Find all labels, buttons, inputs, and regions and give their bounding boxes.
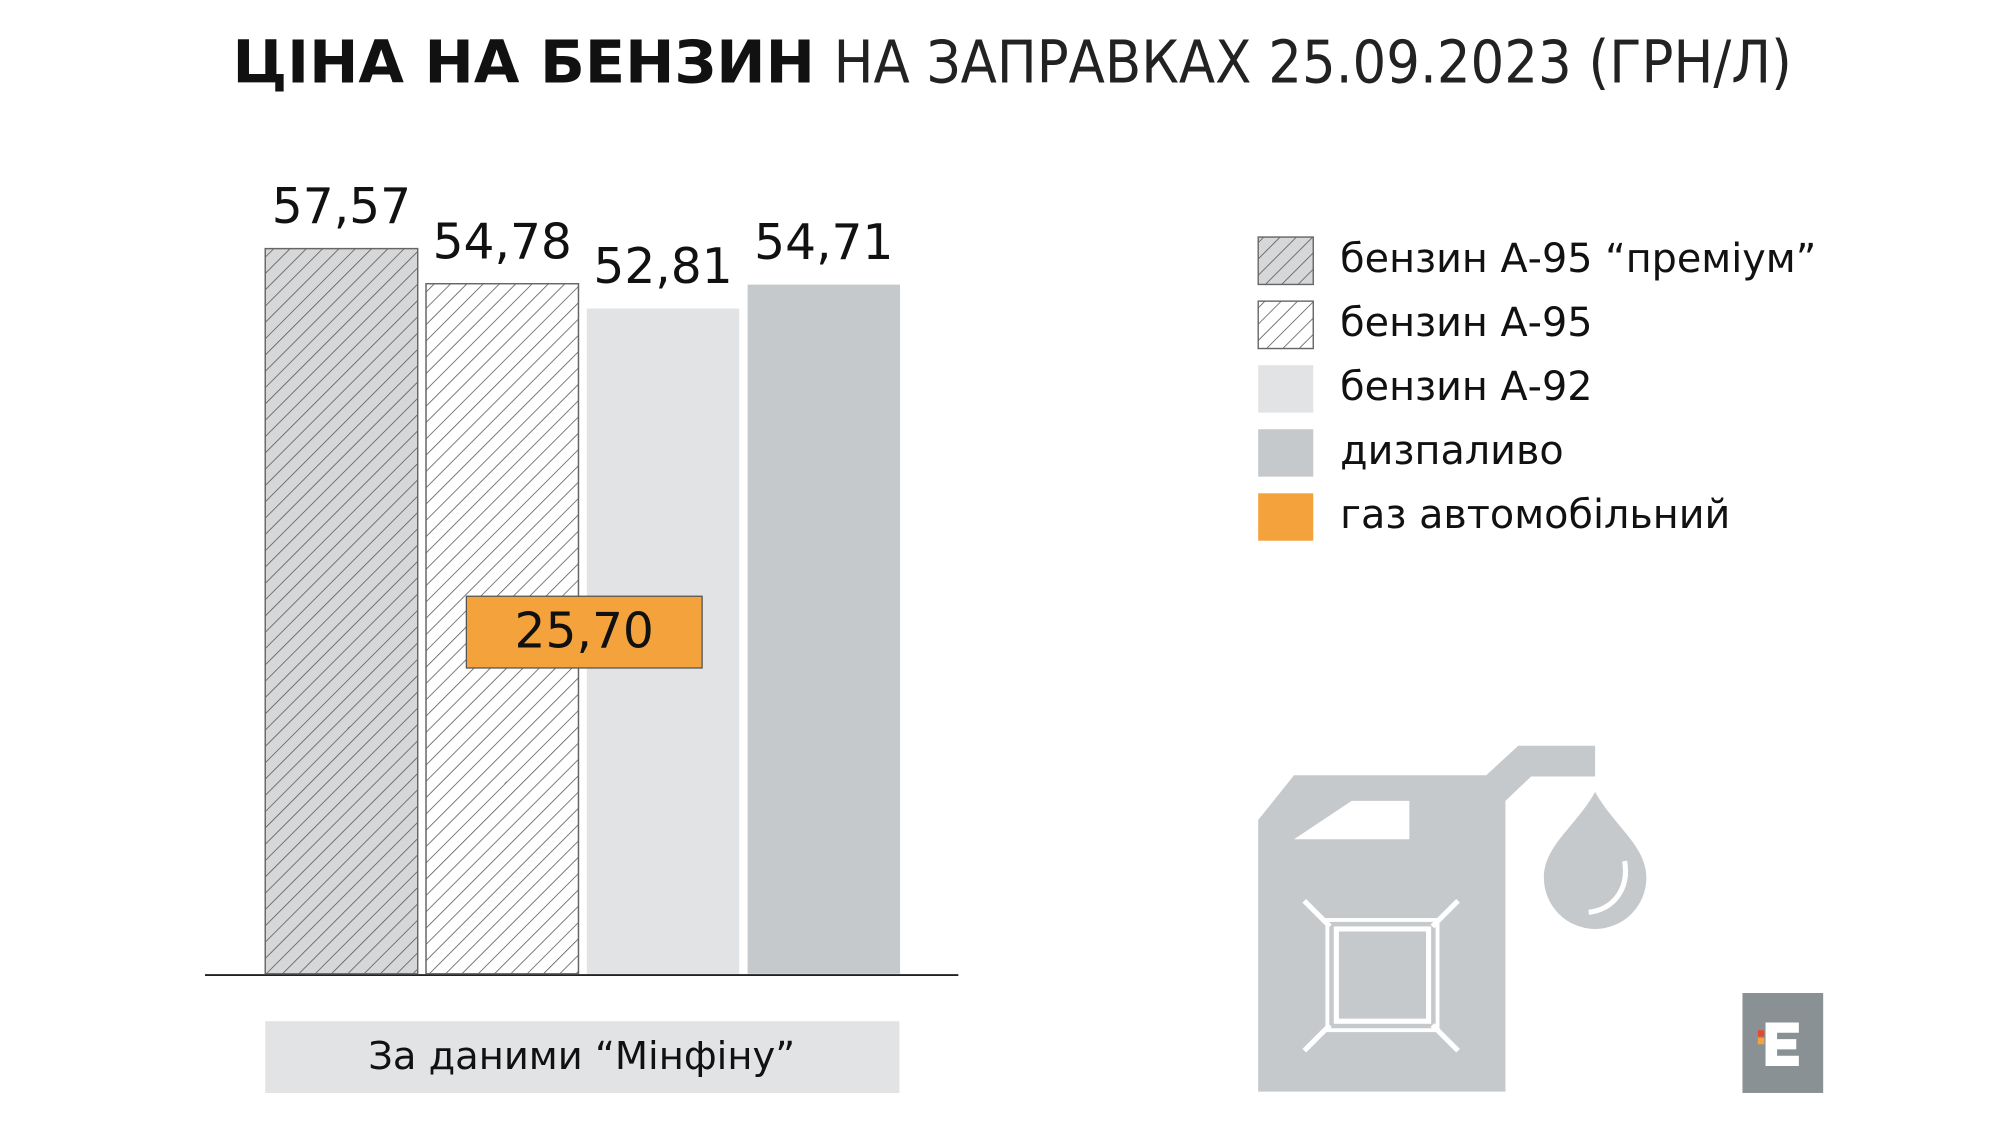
value-label: 57,57	[272, 179, 411, 235]
legend-label: дизпаливо	[1340, 428, 1564, 474]
chart-title-group: ЦІНА НА БЕНЗИН НА ЗАПРАВКАХ 25.09.2023 (…	[233, 28, 1792, 97]
bar	[747, 284, 901, 974]
legend-label: бензин А-95	[1340, 300, 1592, 346]
chart-subtitle: НА ЗАПРАВКАХ 25.09.2023 (ГРН/Л)	[834, 28, 1792, 97]
legend-label: бензин А-92	[1340, 364, 1592, 410]
value-label: 52,81	[593, 239, 732, 295]
value-label: 54,78	[433, 214, 572, 270]
legend-hatch	[1257, 300, 1314, 350]
legend-swatch	[1258, 493, 1314, 541]
source-box	[265, 1021, 900, 1093]
value-label: 54,71	[754, 215, 893, 271]
legend-label: бензин А-95 “преміум”	[1340, 236, 1816, 282]
value-label: 25,70	[515, 604, 654, 660]
jerrycan-icon	[1258, 745, 1647, 1092]
bar-hatch	[264, 247, 419, 975]
source-note: За даними “Мінфіну”	[368, 1034, 795, 1079]
chart-title: ЦІНА НА БЕНЗИН	[233, 28, 815, 97]
legend-swatch	[1258, 365, 1314, 413]
logo	[1742, 993, 1824, 1093]
value-box	[465, 595, 703, 669]
legend-hatch	[1257, 236, 1314, 286]
legend-swatch	[1258, 429, 1314, 477]
legend-label: газ автомобільний	[1340, 492, 1730, 538]
